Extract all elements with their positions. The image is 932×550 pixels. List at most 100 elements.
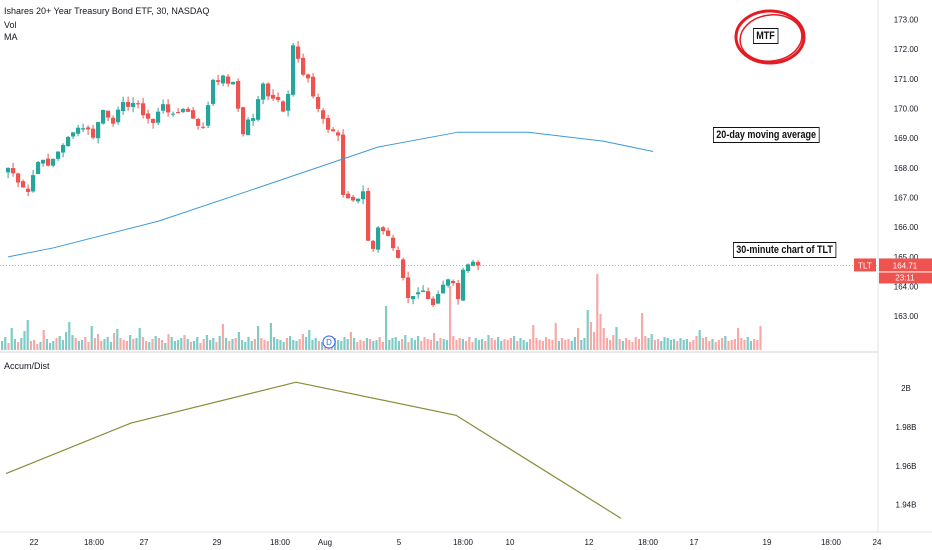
volume-bar bbox=[564, 340, 567, 350]
candle-body bbox=[311, 76, 316, 97]
time-tick-label: 18:00 bbox=[270, 538, 291, 547]
volume-bar bbox=[413, 340, 416, 350]
volume-bar bbox=[397, 341, 400, 350]
candle-body bbox=[461, 269, 466, 301]
volume-bar bbox=[570, 341, 573, 350]
volume-bar bbox=[90, 326, 93, 350]
volume-bar bbox=[673, 339, 676, 350]
candle-body bbox=[456, 283, 461, 300]
volume-bar bbox=[388, 340, 391, 350]
candle-body bbox=[61, 144, 66, 153]
volume-bar bbox=[394, 337, 397, 350]
volume-bar bbox=[193, 341, 196, 350]
symbol-tag-label: TLT bbox=[858, 261, 872, 270]
volume-bar bbox=[148, 342, 151, 350]
moving-average-annotation: 20-day moving average bbox=[713, 127, 820, 143]
volume-bar bbox=[721, 338, 724, 350]
volume-bar bbox=[257, 326, 260, 350]
candle-body bbox=[121, 101, 126, 111]
time-tick-label: 22 bbox=[30, 538, 39, 547]
volume-bar bbox=[701, 338, 704, 350]
volume-bar bbox=[493, 340, 496, 350]
price-tick-label: 166.00 bbox=[894, 223, 919, 232]
candle-body bbox=[411, 295, 416, 300]
price-tick-label: 163.00 bbox=[894, 312, 919, 321]
volume-bar bbox=[554, 323, 557, 350]
candle-body bbox=[186, 108, 191, 112]
volume-bar bbox=[481, 339, 484, 350]
candle-body bbox=[166, 104, 171, 113]
candle-body bbox=[341, 134, 346, 195]
volume-bar bbox=[612, 335, 615, 350]
candle-body bbox=[336, 132, 341, 136]
volume-bar bbox=[730, 340, 733, 350]
candle-body bbox=[161, 104, 166, 111]
volume-bar bbox=[183, 335, 186, 350]
candle-body bbox=[291, 45, 296, 95]
symbol-title: Ishares 20+ Year Treasury Bond ETF, 30, … bbox=[4, 6, 210, 16]
time-tick-label: 19 bbox=[763, 538, 772, 547]
volume-bar bbox=[753, 339, 756, 350]
volume-bar bbox=[756, 340, 759, 350]
candle-body bbox=[146, 113, 151, 119]
accum-dist-tick-label: 1.96B bbox=[896, 462, 917, 471]
volume-bar bbox=[205, 335, 208, 350]
candle-series bbox=[6, 41, 481, 307]
volume-bar bbox=[301, 334, 304, 350]
volume-bar bbox=[141, 337, 144, 350]
volume-bar bbox=[487, 335, 490, 350]
volume-bar bbox=[276, 339, 279, 350]
volume-bar bbox=[253, 339, 256, 350]
candle-body bbox=[21, 181, 26, 188]
candle-body bbox=[36, 162, 41, 175]
volume-bar bbox=[372, 341, 375, 350]
volume-bar bbox=[29, 341, 32, 350]
dividend-marker-circle bbox=[322, 335, 336, 349]
candle-body bbox=[26, 188, 31, 192]
candle-body bbox=[326, 118, 331, 130]
volume-bar bbox=[135, 338, 138, 350]
volume-bar bbox=[231, 339, 234, 350]
volume-bar bbox=[295, 341, 298, 350]
volume-bar bbox=[263, 340, 266, 350]
candle-body bbox=[91, 128, 96, 138]
price-tick-label: 169.00 bbox=[894, 134, 919, 143]
candle-body bbox=[131, 102, 136, 107]
volume-bar bbox=[39, 342, 42, 350]
volume-bar bbox=[743, 340, 746, 350]
volume-bar bbox=[468, 337, 471, 350]
candle-body bbox=[76, 127, 81, 134]
volume-bar bbox=[535, 338, 538, 350]
mtf-circle-inner bbox=[739, 14, 803, 62]
volume-bar bbox=[724, 336, 727, 350]
candle-body bbox=[401, 259, 406, 279]
volume-bar bbox=[250, 341, 253, 350]
countdown-tag bbox=[879, 272, 932, 284]
volume-bar bbox=[529, 339, 532, 350]
volume-bar bbox=[717, 340, 720, 350]
countdown-tag-label: 23:11 bbox=[895, 273, 915, 282]
moving-average-line bbox=[8, 131, 654, 258]
volume-bar bbox=[557, 341, 560, 350]
volume-bar bbox=[161, 340, 164, 350]
volume-bar bbox=[497, 337, 500, 350]
volume-bar bbox=[244, 342, 247, 350]
volume-bar bbox=[689, 342, 692, 350]
volume-bar bbox=[516, 341, 519, 350]
volume-bar bbox=[692, 340, 695, 350]
volume-bar bbox=[589, 322, 592, 350]
volume-bar bbox=[282, 342, 285, 350]
candle-body bbox=[221, 75, 226, 84]
volume-bar bbox=[455, 340, 458, 350]
time-tick-label: 27 bbox=[140, 538, 149, 547]
candle-body bbox=[236, 80, 241, 109]
volume-bar bbox=[26, 320, 29, 350]
volume-bar bbox=[484, 341, 487, 350]
volume-bar bbox=[202, 339, 205, 350]
volume-bar bbox=[122, 340, 125, 350]
volume-bar bbox=[532, 325, 535, 350]
candle-body bbox=[351, 196, 356, 201]
candle-body bbox=[466, 264, 471, 272]
price-tick-label: 164.00 bbox=[894, 283, 919, 292]
